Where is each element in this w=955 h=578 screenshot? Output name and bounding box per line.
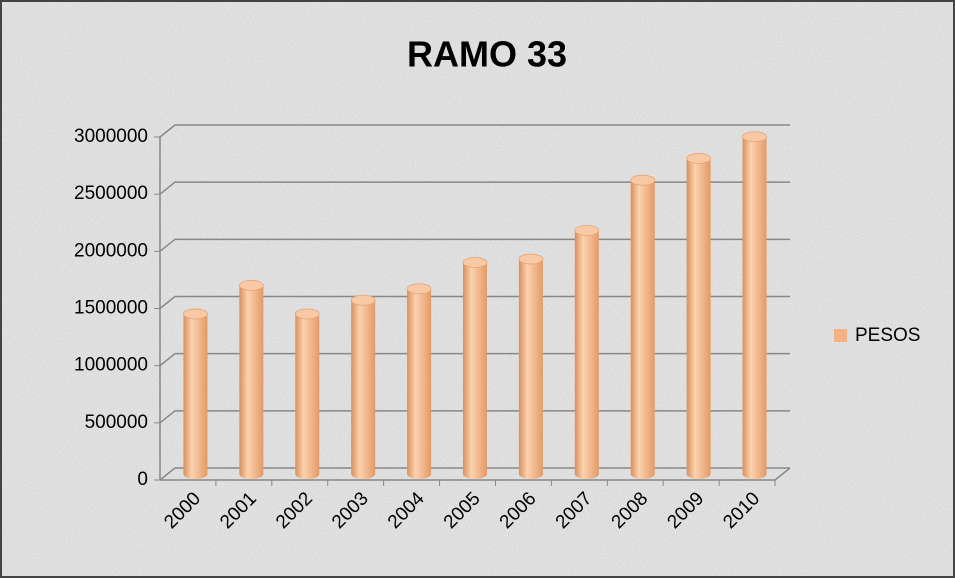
legend-swatch	[834, 329, 847, 342]
bar-body	[351, 300, 376, 479]
y-tick-label: 2000000	[74, 240, 148, 261]
bar-top	[350, 294, 376, 306]
bar-top	[238, 279, 264, 291]
y-tick-label: 500000	[85, 412, 148, 433]
chart-title: RAMO 33	[407, 34, 567, 75]
bar-body	[463, 262, 487, 479]
grid-line	[159, 124, 790, 138]
y-tick-label: 2500000	[74, 183, 148, 204]
bar-body	[239, 285, 264, 479]
y-tick-label: 1500000	[74, 298, 148, 319]
bar-body	[630, 180, 655, 479]
bar-top	[686, 153, 712, 164]
y-tick-label: 1000000	[74, 355, 148, 376]
bar-top	[406, 283, 432, 295]
bar	[518, 253, 544, 479]
bar-top	[183, 308, 208, 320]
bar	[350, 294, 376, 479]
bar	[183, 308, 208, 479]
bar-top	[518, 253, 544, 265]
bar-body	[742, 136, 767, 479]
bar	[294, 308, 320, 479]
bar	[238, 279, 264, 479]
bar-body	[518, 259, 543, 479]
bar-body	[686, 158, 711, 479]
bar-body	[407, 288, 432, 479]
bar-top	[294, 308, 320, 320]
bar	[630, 174, 656, 479]
bar	[574, 225, 600, 479]
bar-top	[630, 174, 656, 186]
bar-top	[462, 257, 488, 268]
grid-line	[159, 181, 790, 195]
y-tick-label: 0	[137, 469, 148, 490]
bar	[462, 257, 488, 479]
bar-body	[574, 230, 599, 479]
bar-body	[295, 313, 320, 479]
y-tick-label: 3000000	[74, 126, 148, 147]
bar-top	[574, 225, 600, 236]
bar	[406, 283, 432, 479]
bar	[742, 131, 767, 479]
bar-body	[183, 313, 208, 479]
bar-top	[742, 131, 767, 143]
bar	[686, 153, 712, 479]
legend-label: PESOS	[855, 325, 920, 346]
